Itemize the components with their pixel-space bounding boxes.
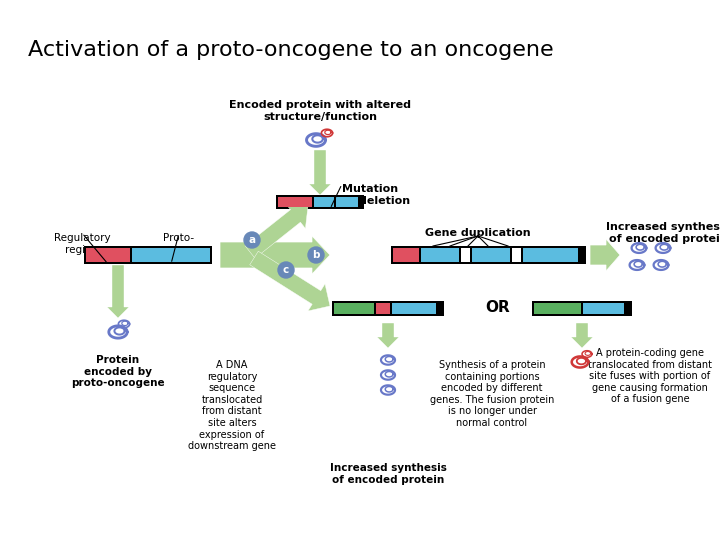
Polygon shape [309, 150, 331, 195]
Text: Activation of a proto-oncogene to an oncogene: Activation of a proto-oncogene to an onc… [28, 40, 554, 60]
Bar [336, 197, 358, 207]
Bar [523, 248, 577, 262]
Bar [376, 302, 390, 314]
Bar [334, 302, 374, 314]
Text: A protein-coding gene
translocated from distant
site fuses with portion of
gene : A protein-coding gene translocated from … [588, 348, 712, 404]
Text: Encoded protein with altered
structure/function: Encoded protein with altered structure/f… [229, 100, 411, 122]
Circle shape [244, 232, 260, 248]
Bar [420, 248, 459, 262]
Polygon shape [245, 204, 308, 258]
Polygon shape [377, 323, 399, 348]
Text: Proto-
oncogene: Proto- oncogene [153, 233, 204, 254]
Bar [84, 246, 212, 264]
Bar [332, 300, 444, 315]
Bar [278, 197, 312, 207]
Text: c: c [283, 265, 289, 275]
Bar [461, 248, 469, 262]
Bar [314, 197, 334, 207]
Text: OR: OR [485, 300, 510, 315]
Polygon shape [220, 236, 330, 274]
Bar [276, 195, 364, 209]
Circle shape [278, 262, 294, 278]
Polygon shape [590, 239, 620, 271]
Polygon shape [571, 323, 593, 348]
Bar [86, 248, 130, 262]
Text: Protein
encoded by
proto-oncogene: Protein encoded by proto-oncogene [71, 355, 165, 388]
Bar [392, 248, 418, 262]
Text: Increased synthesis
of encoded protein: Increased synthesis of encoded protein [606, 222, 720, 244]
Polygon shape [250, 251, 330, 311]
Bar [534, 302, 581, 314]
Text: Synthesis of a protein
containing portions
encoded by different
genes. The fusio: Synthesis of a protein containing portio… [430, 360, 554, 428]
Text: Mutation
or deletion: Mutation or deletion [342, 184, 410, 206]
Bar [511, 248, 521, 262]
Circle shape [308, 247, 324, 263]
Text: b: b [312, 250, 320, 260]
Bar [132, 248, 210, 262]
Bar [392, 302, 436, 314]
Bar [472, 248, 510, 262]
Text: Regulatory
region: Regulatory region [54, 233, 110, 254]
Bar [532, 300, 632, 315]
Text: Gene duplication: Gene duplication [426, 228, 531, 238]
Text: A DNA
regulatory
sequence
translocated
from distant
site alters
expression of
do: A DNA regulatory sequence translocated f… [188, 360, 276, 451]
Text: a: a [248, 235, 256, 245]
Text: Increased synthesis
of encoded protein: Increased synthesis of encoded protein [330, 463, 446, 484]
Bar [583, 302, 624, 314]
Bar [390, 246, 585, 264]
Polygon shape [107, 265, 129, 318]
